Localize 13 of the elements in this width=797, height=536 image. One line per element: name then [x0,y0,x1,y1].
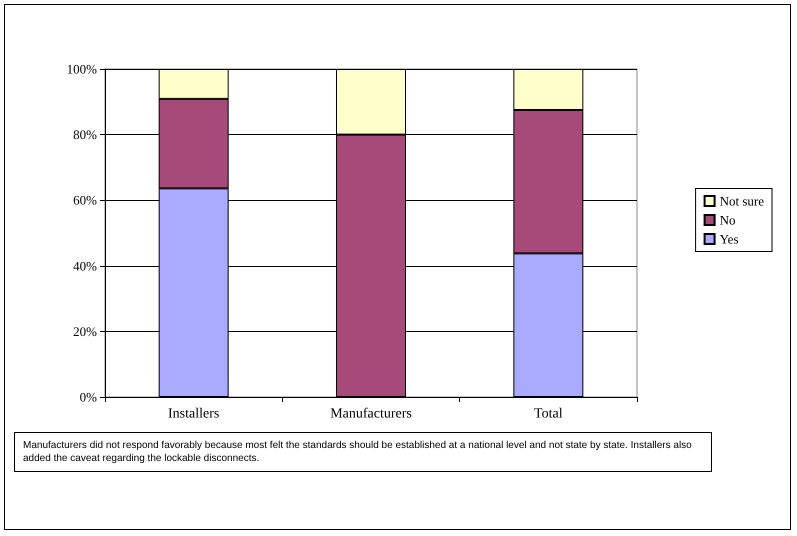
x-tick-label: Manufacturers [330,406,412,422]
text: Manufacturers did not respond favorably because most felt the standards should be established at a national level and not state by state. Installers also added the caveat regarding the lockable disconnects. [14,432,712,472]
y-tick-label: 0% [80,390,98,404]
legend-label: No [720,212,736,228]
y-tick-label: 20% [73,324,98,339]
y-tick-label: 40% [73,258,98,274]
x-tick-label: Total [534,406,563,422]
legend-label: Yes [720,232,739,246]
y-tick-label: 60% [73,192,98,208]
legend-label: Not sure [720,194,764,208]
y-tick-label: 80% [73,127,98,142]
x-tick-label: Installers [168,406,220,422]
y-tick-label: 100% [66,62,98,76]
